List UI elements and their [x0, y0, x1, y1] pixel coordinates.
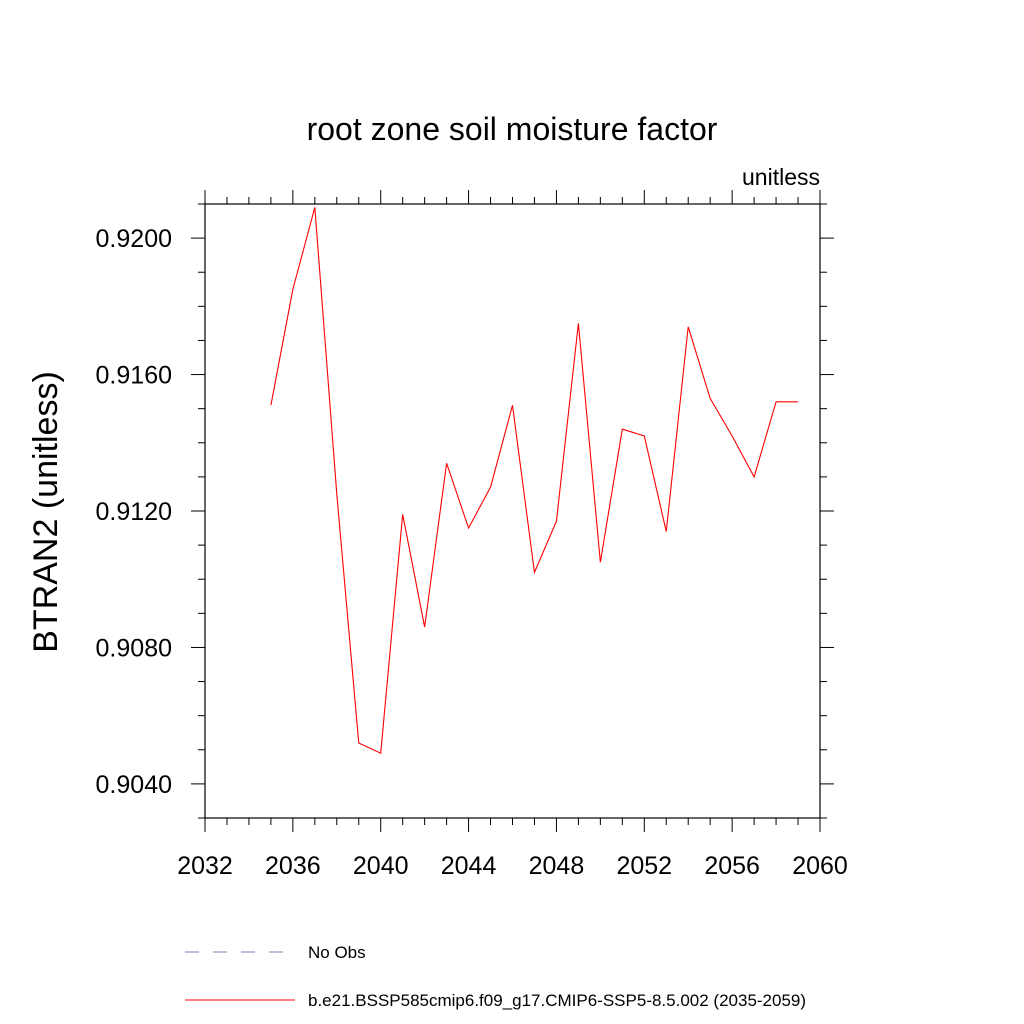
x-tick-label: 2052: [616, 852, 672, 880]
series-line-0: [270, 207, 799, 755]
x-tick-label: 2032: [177, 852, 233, 880]
y-axis-ticks: 0.9040 0.9080 0.9120 0.9160 0.9200: [96, 203, 834, 819]
x-axis-ticks: 2032 2036 2040 2044 2048 2052 2056 2060: [177, 190, 848, 880]
plot-frame: [204, 203, 821, 819]
y-tick-label: 0.9040: [96, 771, 172, 799]
legend: No Obs b.e21.BSSP585cmip6.f09_g17.CMIP6-…: [185, 943, 806, 1010]
units-label: unitless: [742, 164, 820, 190]
x-tick-label: 2044: [441, 852, 497, 880]
legend-label-no-obs: No Obs: [308, 943, 366, 962]
y-tick-label: 0.9120: [96, 498, 172, 526]
y-axis-label: BTRAN2 (unitless): [27, 371, 65, 653]
y-tick-label: 0.9080: [96, 634, 172, 662]
x-tick-label: 2056: [704, 852, 760, 880]
x-tick-label: 2040: [353, 852, 409, 880]
x-tick-label: 2048: [529, 852, 585, 880]
y-tick-label: 0.9200: [96, 225, 172, 253]
chart-title: root zone soil moisture factor: [307, 111, 718, 147]
y-tick-label: 0.9160: [96, 362, 172, 390]
legend-label-model: b.e21.BSSP585cmip6.f09_g17.CMIP6-SSP5-8.…: [308, 991, 806, 1010]
series-group: [270, 207, 799, 755]
x-tick-label: 2036: [265, 852, 321, 880]
x-tick-label: 2060: [792, 852, 848, 880]
